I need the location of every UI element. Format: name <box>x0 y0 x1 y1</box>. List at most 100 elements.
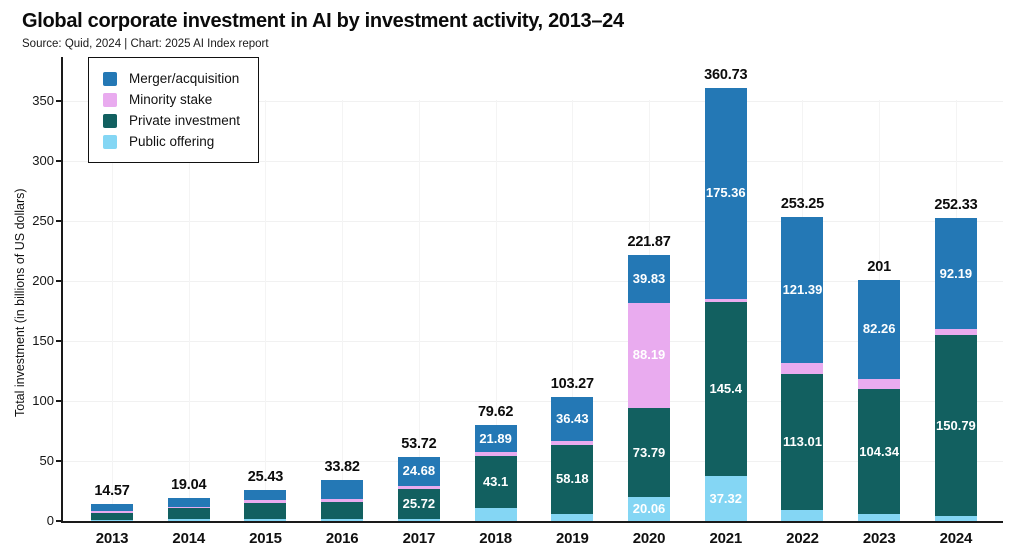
y-axis-tick-label: 0 <box>46 513 54 528</box>
segment-value-label: 73.79 <box>632 444 666 460</box>
x-axis-tick-label: 2017 <box>402 530 436 547</box>
gridline-horizontal <box>63 221 1003 222</box>
bar-total-label: 201 <box>867 258 891 275</box>
bar-segment-public-offering <box>474 507 517 521</box>
legend-label: Public offering <box>129 134 215 149</box>
bar-segment-private-investment <box>704 301 747 477</box>
bar-segment-public-offering <box>321 519 364 521</box>
bar-segment-minority-stake <box>244 500 287 503</box>
legend-label: Merger/acquisition <box>129 71 240 86</box>
bar-segment-merger-acquisition <box>858 279 901 379</box>
segment-value-label: 24.68 <box>402 463 436 479</box>
gridline-horizontal <box>63 341 1003 342</box>
bar-segment-merger-acquisition <box>628 254 671 303</box>
gridline-vertical <box>188 100 190 521</box>
bar-segment-private-investment <box>321 501 364 520</box>
bar-segment-public-offering <box>551 514 594 521</box>
gridline-horizontal <box>63 461 1003 462</box>
x-axis-tick-label: 2021 <box>709 530 743 547</box>
x-axis-tick-label: 2016 <box>325 530 359 547</box>
chart-title: Global corporate investment in AI by inv… <box>22 10 624 32</box>
bar-segment-public-offering <box>858 514 901 521</box>
segment-value-label: 43.1 <box>482 473 509 489</box>
segment-value-label: 39.83 <box>632 270 666 286</box>
x-axis-tick-label: 2023 <box>862 530 896 547</box>
bar-segment-private-investment <box>551 444 594 515</box>
bar-segment-minority-stake <box>167 507 210 508</box>
bar-segment-merger-acquisition <box>167 498 210 508</box>
legend-swatch-icon <box>103 134 117 149</box>
x-axis-tick-label: 2019 <box>556 530 589 547</box>
bar-segment-public-offering <box>167 518 210 521</box>
y-axis-tick-mark <box>56 280 61 282</box>
legend-label: Minority stake <box>129 92 213 107</box>
y-axis-tick-label: 150 <box>32 333 54 348</box>
bar-segment-minority-stake <box>321 499 364 502</box>
segment-value-label: 150.79 <box>936 417 976 433</box>
legend-item: Minority stake <box>103 89 240 110</box>
gridline-vertical <box>418 100 420 521</box>
bar-total-label: 33.82 <box>324 459 360 476</box>
bar-segment-minority-stake <box>781 362 824 375</box>
gridline-vertical <box>572 100 574 521</box>
bar-segment-public-offering <box>781 509 824 521</box>
legend-item: Merger/acquisition <box>103 68 240 89</box>
legend-swatch-icon <box>103 71 117 86</box>
bar-segment-merger-acquisition <box>474 425 517 452</box>
y-axis-tick-label: 250 <box>32 213 54 228</box>
segment-value-label: 104.34 <box>859 443 900 459</box>
bar-segment-merger-acquisition <box>397 456 440 487</box>
gridline-vertical <box>342 100 344 521</box>
segment-value-label: 20.06 <box>632 500 666 516</box>
segment-value-label: 58.18 <box>556 471 589 487</box>
bar-segment-public-offering <box>397 519 440 521</box>
legend-item: Private investment <box>103 110 240 131</box>
bar-segment-private-investment <box>397 488 440 520</box>
segment-value-label: 21.89 <box>479 430 512 446</box>
chart-source: Source: Quid, 2024 | Chart: 2025 AI Inde… <box>22 38 269 50</box>
bar-segment-minority-stake <box>704 298 747 302</box>
y-axis-line <box>61 57 63 523</box>
bar-segment-private-investment <box>244 502 287 520</box>
bar-segment-minority-stake <box>628 302 671 409</box>
y-axis-tick-label: 300 <box>32 153 54 168</box>
bar-total-label: 79.62 <box>477 404 514 421</box>
segment-value-label: 82.26 <box>862 321 896 337</box>
legend-item: Public offering <box>103 131 240 152</box>
bar-segment-public-offering <box>704 476 747 521</box>
bar-total-label: 252.33 <box>934 197 978 214</box>
x-axis-tick-label: 2018 <box>479 530 512 547</box>
x-axis-tick-label: 2014 <box>172 530 205 547</box>
bar-segment-minority-stake <box>551 440 594 445</box>
y-axis-tick-mark <box>56 460 61 462</box>
y-axis-tick-mark <box>56 520 61 522</box>
bar-segment-minority-stake <box>934 328 977 336</box>
bar-total-label: 253.25 <box>780 196 825 213</box>
y-axis-tick-label: 350 <box>32 93 54 108</box>
bar-segment-merger-acquisition <box>781 217 824 363</box>
x-axis-line <box>61 521 1003 523</box>
y-axis-tick-mark <box>56 100 61 102</box>
bar-segment-private-investment <box>474 456 517 508</box>
bar-total-label: 103.27 <box>550 376 594 393</box>
bar-segment-minority-stake <box>397 486 440 489</box>
bar-segment-merger-acquisition <box>321 480 364 499</box>
gridline-vertical <box>112 100 113 521</box>
gridline-horizontal <box>63 401 1003 402</box>
y-axis-tick-label: 200 <box>32 273 54 288</box>
legend: Merger/acquisition Minority stake Private … <box>88 57 260 163</box>
bar-segment-merger-acquisition <box>91 503 133 511</box>
legend-swatch-icon <box>103 92 117 107</box>
bar-segment-merger-acquisition <box>244 490 287 501</box>
y-axis-tick-mark <box>56 160 61 162</box>
bar-segment-public-offering <box>934 516 977 521</box>
segment-value-label: 36.43 <box>556 410 589 426</box>
bar-segment-private-investment <box>628 408 671 497</box>
bar-segment-private-investment <box>934 335 977 517</box>
gridline-horizontal <box>63 161 1003 162</box>
gridline-vertical <box>495 100 497 521</box>
y-axis-tick-label: 100 <box>32 393 54 408</box>
bar-segment-public-offering <box>628 496 671 521</box>
bar-segment-private-investment <box>858 389 901 515</box>
